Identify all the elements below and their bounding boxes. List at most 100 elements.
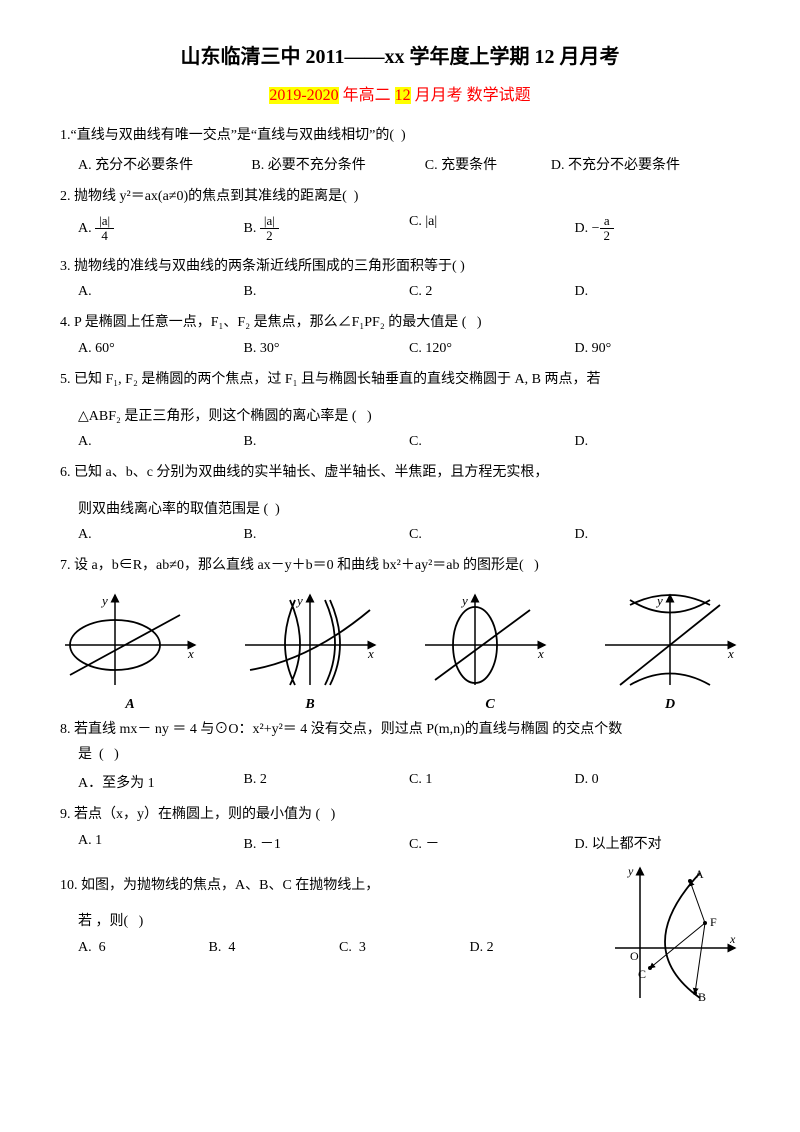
q5-opt-d: D. xyxy=(575,434,741,450)
q6-opt-b: B. xyxy=(244,527,410,543)
q7-text: 7. 设 a，b∈R，ab≠0，那么直线 ax－y＋b＝0 和曲线 bx²＋ay… xyxy=(60,553,740,580)
y-label: y xyxy=(655,593,663,608)
hyperbola-left-icon xyxy=(290,600,300,685)
q7-label-c: C xyxy=(420,697,560,713)
q1-text: 1.“直线与双曲线有唯一交点”是“直线与双曲线相切”的( ) xyxy=(60,123,740,150)
q2d-num: a xyxy=(600,214,615,229)
q6-opt-d: D. xyxy=(575,527,741,543)
q7-svg-d: x y xyxy=(600,590,740,690)
y-label: y xyxy=(627,864,634,878)
q9-opt-c: C. － xyxy=(409,833,575,853)
q3-opt-b: B. xyxy=(244,284,410,300)
q10-figure: x y O F A B C xyxy=(610,863,740,1008)
q6-opt-a: A. xyxy=(78,527,244,543)
b-label: B xyxy=(698,990,706,1004)
y-label: y xyxy=(460,593,468,608)
x-label: x xyxy=(187,646,194,661)
q5-opt-a: A. xyxy=(78,434,244,450)
q4-opt-a: A. 60° xyxy=(78,341,244,357)
q2d-den: 2 xyxy=(600,229,615,243)
header-txt1: 年高二 xyxy=(339,87,395,104)
q8-opt-b: B. 2 xyxy=(244,772,410,792)
q4-opt-b: B. 30° xyxy=(244,341,410,357)
q5-line2: △ABF₂ 是正三角形，则这个椭圆的离心率是 ( ) xyxy=(78,404,740,431)
q6-options: A. B. C. D. xyxy=(78,527,740,543)
header-line1: 山东临清三中 2011——xx 学年度上学期 12 月月考 xyxy=(60,40,740,69)
q5-opt-c: C. xyxy=(409,434,575,450)
y-label: y xyxy=(100,593,108,608)
q2a-den: 4 xyxy=(95,229,114,243)
fa-line-icon xyxy=(690,881,705,923)
q3-options: A. B. C. 2 D. xyxy=(78,284,740,300)
q2a-frac: |a|4 xyxy=(95,214,114,244)
q2-options: A. |a|4 B. |a|2 C. |a| D. −a2 xyxy=(78,214,740,244)
q10-options: A. 6 B. 4 C. 3 D. 2 xyxy=(78,940,600,956)
q7-svg-c: x y xyxy=(420,590,560,690)
q8-opt-d: D. 0 xyxy=(575,772,741,792)
y-label: y xyxy=(295,593,303,608)
a-label: A xyxy=(695,867,704,881)
o-label: O xyxy=(630,949,639,963)
q8-line1: 8. 若直线 mx－ ny ＝ 4 与⊙O：x²+y²＝ 4 没有交点，则过点 … xyxy=(60,717,740,744)
q2d-pre: D. − xyxy=(575,221,600,236)
q7-label-a: A xyxy=(60,697,200,713)
x-label: x xyxy=(727,646,734,661)
q10-opt-a: A. 6 xyxy=(78,940,209,956)
q10-opt-c: C. 3 xyxy=(339,940,470,956)
q7-chart-c: x y C xyxy=(420,590,560,713)
q10-wrap: 10. 如图，为抛物线的焦点，A、B、C 在抛物线上， 若 ，则( ) A. 6… xyxy=(60,863,740,1008)
x-label: x xyxy=(729,932,736,946)
q2b-den: 2 xyxy=(260,229,279,243)
q4-opt-c: C. 120° xyxy=(409,341,575,357)
q1-opt-d: D. 不充分不必要条件 xyxy=(551,154,740,174)
header-hl1: 2019-2020 xyxy=(269,87,338,104)
fb-line-icon xyxy=(695,923,705,993)
q8-opt-c: C. 1 xyxy=(409,772,575,792)
q7-chart-b: x y B xyxy=(240,590,380,713)
q10-svg: x y O F A B C xyxy=(610,863,740,1003)
q2-opt-a: A. |a|4 xyxy=(78,214,244,244)
c-label: C xyxy=(638,967,646,981)
fc-line-icon xyxy=(650,923,705,968)
q9-opt-b: B. －1 xyxy=(244,833,410,853)
q9-opt-d: D. 以上都不对 xyxy=(575,833,741,853)
q8-line2: 是 ( ) xyxy=(78,742,740,769)
q9-options: A. 1 B. －1 C. － D. 以上都不对 xyxy=(78,833,740,853)
q10-line1: 10. 如图，为抛物线的焦点，A、B、C 在抛物线上， xyxy=(60,873,600,900)
q10-opt-d: D. 2 xyxy=(470,940,601,956)
q6-line1: 6. 已知 a、b、c 分别为双曲线的实半轴长、虚半轴长、半焦距，且方程无实根， xyxy=(60,460,740,487)
x-label: x xyxy=(537,646,544,661)
q7-chart-a: x y A xyxy=(60,590,200,713)
q7-svg-a: x y xyxy=(60,590,200,690)
q2a-pre: A. xyxy=(78,221,95,236)
q8-options: A．至多为 1 B. 2 C. 1 D. 0 xyxy=(78,772,740,792)
q4-opt-d: D. 90° xyxy=(575,341,741,357)
q2b-frac: |a|2 xyxy=(260,214,279,244)
q9-text: 9. 若点（x，y）在椭圆上，则的最小值为 ( ) xyxy=(60,802,740,829)
q2b-num: |a| xyxy=(260,214,279,229)
q6-line2: 则双曲线离心率的取值范围是 ( ) xyxy=(78,497,740,524)
q7-svg-b: x y xyxy=(240,590,380,690)
f-label: F xyxy=(710,915,717,929)
q2a-num: |a| xyxy=(95,214,114,229)
q10-line2: 若 ，则( ) xyxy=(78,909,600,936)
x-label: x xyxy=(367,646,374,661)
q5-options: A. B. C. D. xyxy=(78,434,740,450)
q1-opt-c: C. 充要条件 xyxy=(425,154,551,174)
q4-options: A. 60° B. 30° C. 120° D. 90° xyxy=(78,341,740,357)
q7-label-d: D xyxy=(600,697,740,713)
q3-text: 3. 抛物线的准线与双曲线的两条渐近线所围成的三角形面积等于( ) xyxy=(60,254,740,281)
q5-opt-b: B. xyxy=(244,434,410,450)
q8-opt-a: A．至多为 1 xyxy=(78,772,244,792)
q3-opt-c: C. 2 xyxy=(409,284,575,300)
q7-label-b: B xyxy=(240,697,380,713)
q5-line1: 5. 已知 F₁, F₂ 是椭圆的两个焦点，过 F₁ 且与椭圆长轴垂直的直线交椭… xyxy=(60,367,740,394)
q3-opt-d: D. xyxy=(575,284,741,300)
header-hl2: 12 xyxy=(395,87,411,104)
q4-text: 4. P 是椭圆上任意一点，F₁、F₂ 是焦点，那么∠F₁PF₂ 的最大值是 (… xyxy=(60,310,740,337)
parabola-icon xyxy=(665,873,700,998)
q2-opt-c: C. |a| xyxy=(409,214,575,244)
q2d-frac: a2 xyxy=(600,214,615,244)
q7-chart-d: x y D xyxy=(600,590,740,713)
hyp-r-icon xyxy=(325,600,335,685)
